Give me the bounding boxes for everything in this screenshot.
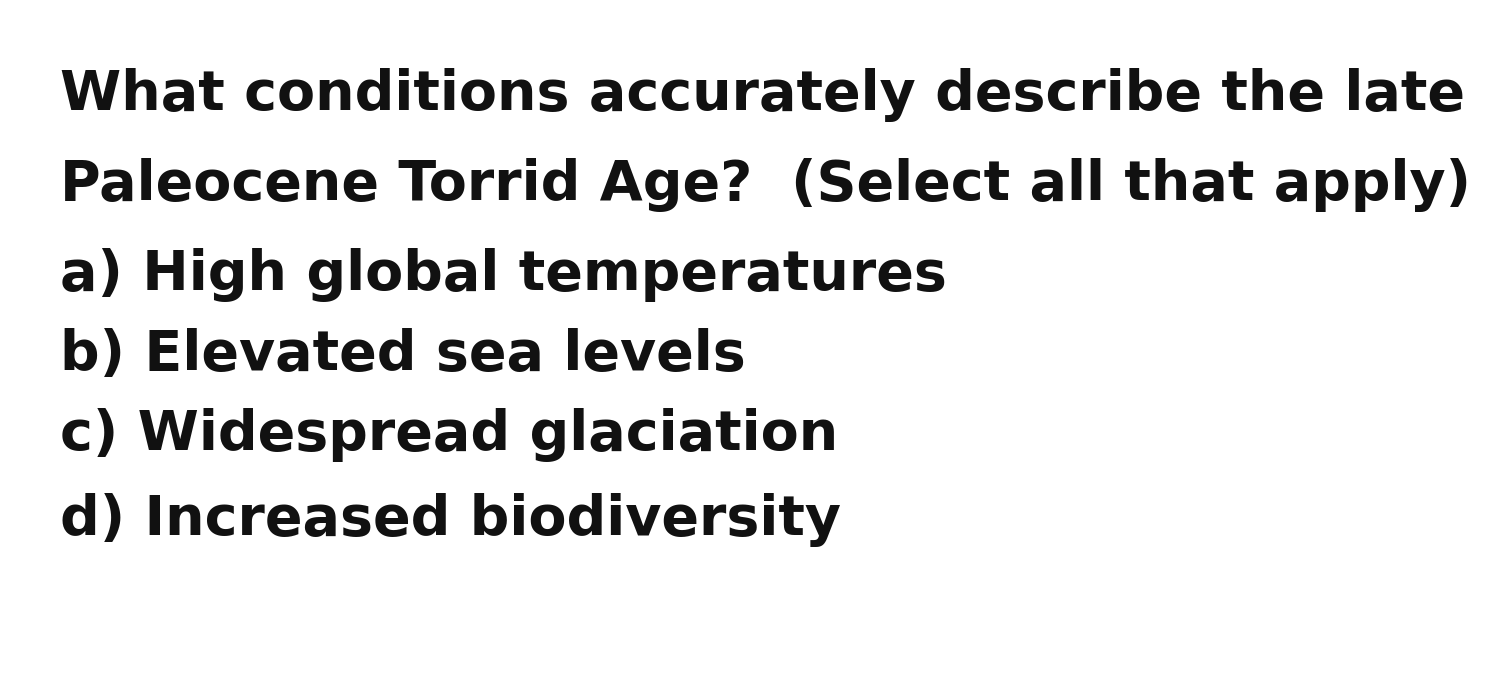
- Text: What conditions accurately describe the late: What conditions accurately describe the …: [60, 68, 1466, 122]
- Text: Paleocene Torrid Age?  (Select all that apply): Paleocene Torrid Age? (Select all that a…: [60, 158, 1472, 212]
- Text: a) High global temperatures: a) High global temperatures: [60, 248, 946, 302]
- Text: b) Elevated sea levels: b) Elevated sea levels: [60, 328, 746, 382]
- Text: d) Increased biodiversity: d) Increased biodiversity: [60, 493, 842, 547]
- Text: c) Widespread glaciation: c) Widespread glaciation: [60, 408, 838, 462]
